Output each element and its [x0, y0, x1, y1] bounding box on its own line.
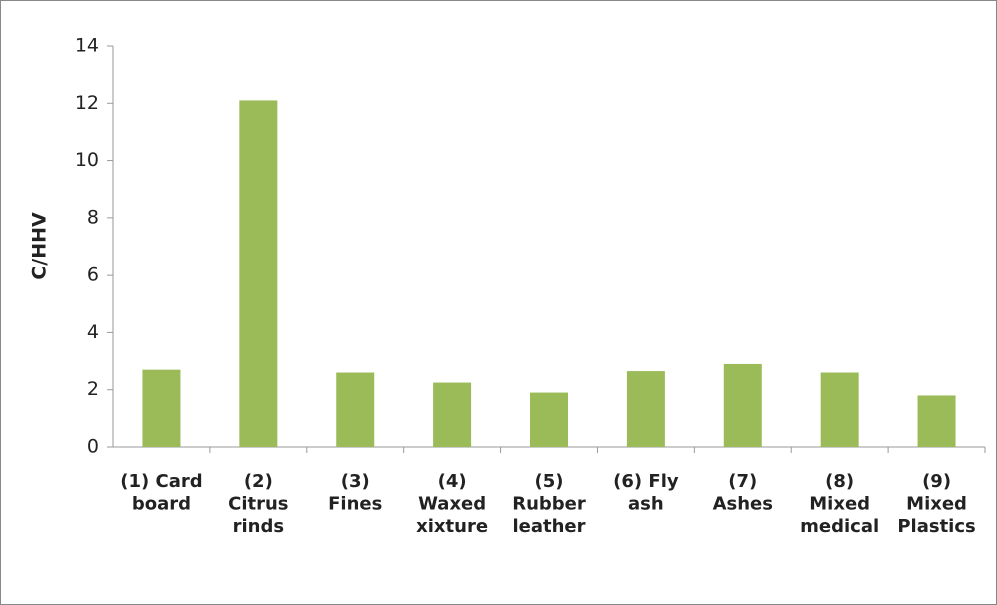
x-tick-label: (9) Mixed Plastics: [897, 471, 975, 537]
x-tick-label: (3) Fines: [328, 471, 382, 515]
x-tick-label: (5) Rubber leather: [512, 471, 586, 537]
y-tick-label: 8: [87, 206, 99, 228]
y-axis-label: C/HHV: [29, 212, 51, 280]
x-tick-label: (4) Waxed xixture: [416, 471, 488, 537]
bar: [336, 372, 375, 447]
x-tick-label: (1) Card board: [120, 471, 202, 515]
x-tick-label: (2) Citrus rinds: [228, 471, 288, 537]
bar: [723, 363, 762, 447]
bar: [917, 395, 956, 447]
y-tick-label: 2: [87, 378, 99, 400]
y-tick-label: 10: [75, 149, 99, 171]
y-tick-label: 12: [75, 92, 99, 114]
y-tick-label: 6: [87, 264, 99, 286]
y-tick-label: 4: [87, 321, 99, 343]
y-tick-label: 0: [87, 436, 99, 458]
bar: [530, 392, 568, 447]
bar: [239, 100, 278, 448]
x-tick-label: (7) Ashes: [713, 471, 773, 515]
bar: [820, 372, 859, 447]
bar: [433, 382, 472, 447]
bar: [142, 369, 181, 447]
bar: [626, 371, 665, 447]
x-tick-label: (6) Fly ash: [613, 471, 679, 515]
y-tick-label: 14: [75, 35, 99, 57]
x-tick-label: (8) Mixed medical: [800, 471, 879, 537]
